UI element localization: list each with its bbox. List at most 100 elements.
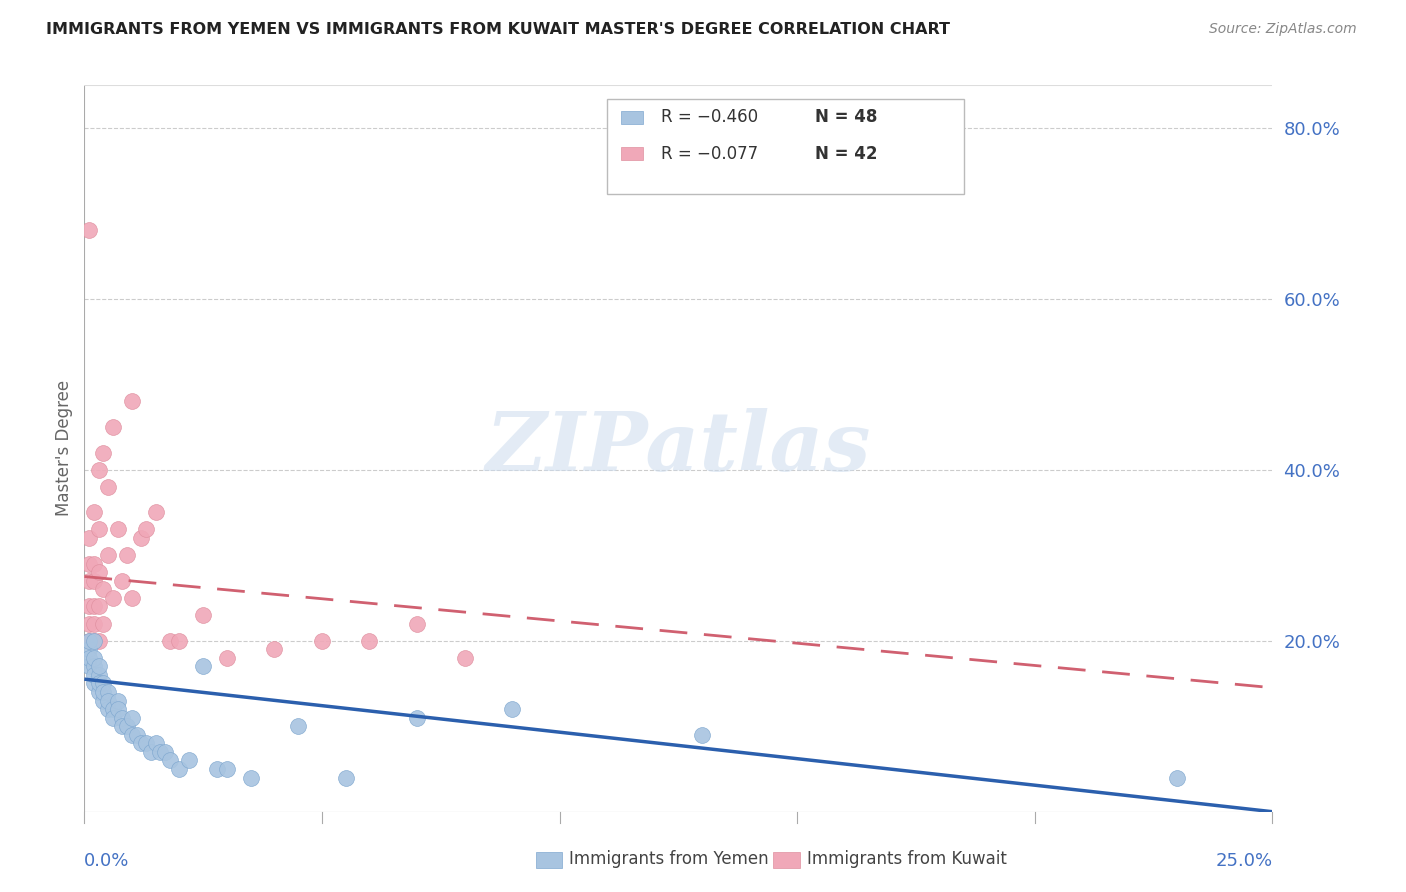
Point — [87, 599, 110, 614]
Point — [77, 616, 100, 631]
Point — [87, 633, 110, 648]
Point — [121, 591, 143, 605]
Point — [1166, 771, 1188, 785]
Point — [501, 702, 523, 716]
Text: 0.0%: 0.0% — [84, 852, 129, 870]
Point — [149, 745, 172, 759]
Point — [115, 548, 138, 562]
Point — [97, 548, 120, 562]
Point — [87, 462, 110, 476]
Point — [77, 557, 100, 571]
Point — [135, 523, 157, 537]
Point — [453, 650, 475, 665]
Point — [107, 702, 129, 716]
Text: 25.0%: 25.0% — [1215, 852, 1272, 870]
Point — [83, 668, 105, 682]
Point — [335, 771, 357, 785]
Point — [77, 642, 100, 657]
Point — [77, 650, 100, 665]
Text: Immigrants from Kuwait: Immigrants from Kuwait — [807, 850, 1007, 868]
Point — [101, 702, 124, 716]
Point — [311, 633, 333, 648]
Point — [93, 693, 115, 707]
Point — [107, 693, 129, 707]
Point — [169, 762, 191, 776]
Point — [93, 582, 115, 597]
Point — [135, 736, 157, 750]
Point — [83, 505, 105, 519]
Point — [77, 599, 100, 614]
Point — [177, 753, 200, 767]
Point — [406, 616, 429, 631]
Point — [115, 719, 138, 733]
FancyBboxPatch shape — [536, 852, 562, 868]
Point — [97, 685, 120, 699]
FancyBboxPatch shape — [621, 111, 643, 124]
Point — [111, 719, 134, 733]
Point — [207, 762, 229, 776]
Point — [83, 557, 105, 571]
FancyBboxPatch shape — [607, 99, 963, 194]
Point — [87, 523, 110, 537]
Point — [87, 668, 110, 682]
Point — [121, 728, 143, 742]
Text: Immigrants from Yemen: Immigrants from Yemen — [569, 850, 769, 868]
Point — [93, 676, 115, 690]
Point — [97, 480, 120, 494]
Point — [93, 616, 115, 631]
Point — [159, 633, 181, 648]
Point — [83, 616, 105, 631]
FancyBboxPatch shape — [621, 147, 643, 161]
Point — [93, 445, 115, 459]
Point — [690, 728, 713, 742]
Text: Source: ZipAtlas.com: Source: ZipAtlas.com — [1209, 22, 1357, 37]
Point — [83, 633, 105, 648]
Point — [93, 685, 115, 699]
Point — [125, 728, 148, 742]
Point — [145, 736, 167, 750]
Point — [87, 676, 110, 690]
Point — [101, 711, 124, 725]
Text: IMMIGRANTS FROM YEMEN VS IMMIGRANTS FROM KUWAIT MASTER'S DEGREE CORRELATION CHAR: IMMIGRANTS FROM YEMEN VS IMMIGRANTS FROM… — [46, 22, 950, 37]
Text: ZIPatlas: ZIPatlas — [485, 409, 872, 488]
Text: N = 48: N = 48 — [815, 109, 877, 127]
Point — [87, 659, 110, 673]
Point — [131, 736, 153, 750]
Point — [83, 676, 105, 690]
Point — [153, 745, 176, 759]
Point — [145, 505, 167, 519]
Point — [121, 711, 143, 725]
Point — [287, 719, 309, 733]
Point — [239, 771, 262, 785]
Point — [215, 650, 238, 665]
Point — [263, 642, 285, 657]
Text: N = 42: N = 42 — [815, 145, 877, 163]
Point — [87, 685, 110, 699]
Point — [77, 633, 100, 648]
Point — [191, 659, 215, 673]
Point — [169, 633, 191, 648]
Point — [107, 523, 129, 537]
Point — [83, 599, 105, 614]
Point — [359, 633, 381, 648]
Point — [83, 574, 105, 588]
Point — [131, 531, 153, 545]
FancyBboxPatch shape — [773, 852, 800, 868]
Point — [97, 693, 120, 707]
Text: R = −0.077: R = −0.077 — [661, 145, 758, 163]
Point — [101, 420, 124, 434]
Point — [111, 574, 134, 588]
Point — [215, 762, 238, 776]
Point — [101, 591, 124, 605]
Point — [77, 659, 100, 673]
Point — [111, 711, 134, 725]
Point — [77, 531, 100, 545]
Point — [83, 659, 105, 673]
Point — [83, 650, 105, 665]
Text: R = −0.460: R = −0.460 — [661, 109, 758, 127]
Point — [191, 607, 215, 622]
Point — [121, 394, 143, 409]
Point — [406, 711, 429, 725]
Point — [77, 574, 100, 588]
Point — [83, 633, 105, 648]
